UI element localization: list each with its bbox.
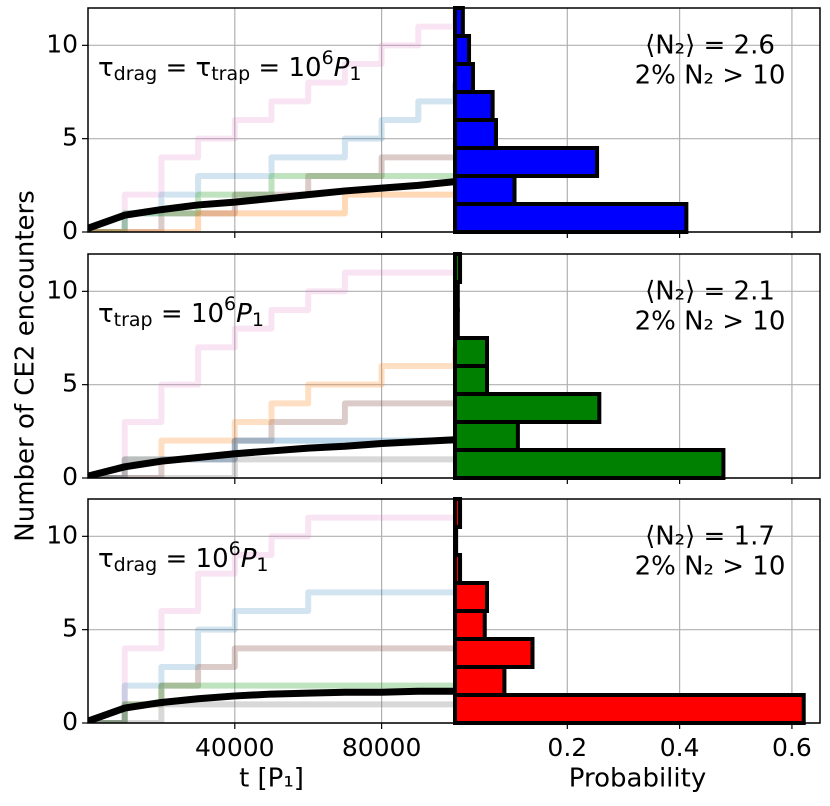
x-tick-label: 80000 xyxy=(342,733,422,762)
y-axis-label: Number of CE2 encounters xyxy=(11,190,41,541)
panel: ⟨N₂⟩ = 2.62% N₂ > 10 xyxy=(453,6,821,238)
annotation-part: 6 xyxy=(229,538,241,560)
x-tick-label: 40000 xyxy=(195,733,275,762)
bar xyxy=(453,497,463,529)
annotation: τdrag = 106P1 xyxy=(98,538,269,576)
annotation-part: drag xyxy=(114,554,158,576)
bar xyxy=(453,146,600,178)
mean-line xyxy=(88,178,455,232)
bar xyxy=(453,392,602,424)
bar xyxy=(453,581,490,613)
bar xyxy=(453,420,520,452)
bar xyxy=(453,364,490,396)
annotation-part: 1 xyxy=(252,309,264,331)
annotation-part: P xyxy=(334,53,350,83)
annotation-part: trap xyxy=(211,63,250,85)
annotation-part: P xyxy=(236,299,252,329)
trajectory xyxy=(88,400,455,478)
y-tick-label: 10 xyxy=(46,29,78,58)
bar xyxy=(453,174,517,206)
bar xyxy=(453,693,806,725)
trajectory xyxy=(88,82,455,232)
annotation-part: drag xyxy=(114,63,158,85)
bar xyxy=(453,609,487,641)
annotation-part: = τ xyxy=(157,53,211,83)
bar xyxy=(453,448,726,480)
x-tick-label: 0.2 xyxy=(547,733,587,762)
annotation: ⟨N₂⟩ = 1.7 xyxy=(645,522,775,552)
bar xyxy=(453,336,490,368)
trajectory xyxy=(88,154,455,232)
annotation: 2% N₂ > 10 xyxy=(635,552,786,582)
panel: ⟨N₂⟩ = 2.12% N₂ > 10 xyxy=(453,252,821,484)
annotation-part: 1 xyxy=(349,63,361,85)
annotation-part: = 10 xyxy=(157,544,228,574)
trajectory xyxy=(88,514,455,723)
y-tick-label: 5 xyxy=(62,369,78,398)
annotation: τtrap = 106P1 xyxy=(98,293,264,331)
annotation-part: = 10 xyxy=(153,299,224,329)
y-tick-label: 10 xyxy=(46,275,78,304)
annotation: τdrag = τtrap = 106P1 xyxy=(98,47,361,85)
bar xyxy=(453,6,465,38)
annotation-part: 6 xyxy=(322,47,334,69)
annotation: 2% N₂ > 10 xyxy=(635,61,786,91)
x-tick-label: 0.4 xyxy=(660,733,700,762)
annotation-part: τ xyxy=(98,299,114,329)
panel: 0.2 0.4 0.6 ⟨N₂⟩ = 1.72% N₂ > 10 Probability xyxy=(453,497,821,794)
bar xyxy=(453,637,535,669)
annotation-part: τ xyxy=(98,53,114,83)
x-axis-label: t [P₁] xyxy=(239,764,304,794)
y-tick-label: 5 xyxy=(62,614,78,643)
mean-line xyxy=(88,687,455,723)
frame xyxy=(454,253,821,479)
trajectory xyxy=(88,701,455,723)
frame xyxy=(454,498,821,724)
annotation: ⟨N₂⟩ = 2.6 xyxy=(645,31,775,61)
frame xyxy=(454,7,821,233)
trajectory xyxy=(88,269,455,478)
x-tick-label: 0.6 xyxy=(772,733,812,762)
trajectory xyxy=(88,589,455,723)
y-tick-label: 5 xyxy=(62,123,78,152)
x-axis-label: Probability xyxy=(569,764,706,794)
panel: 40000 80000 0 5 10 τdrag = 106P1 t [P₁] xyxy=(46,498,456,794)
panel: 0 5 10 τdrag = τtrap = 106P1 xyxy=(46,7,456,245)
bar xyxy=(453,665,507,697)
annotation: 2% N₂ > 10 xyxy=(635,307,786,337)
annotation-part: 1 xyxy=(256,554,268,576)
bar xyxy=(453,553,463,585)
annotation-part: = 10 xyxy=(250,53,321,83)
annotation-part: P xyxy=(241,544,257,574)
y-tick-label: 0 xyxy=(62,707,78,736)
y-tick-label: 0 xyxy=(62,216,78,245)
trajectory xyxy=(88,8,455,232)
annotation-part: trap xyxy=(114,309,153,331)
annotation-part: τ xyxy=(98,544,114,574)
bar xyxy=(453,62,475,94)
bar xyxy=(453,90,495,122)
trajectory xyxy=(88,191,455,232)
trajectory xyxy=(88,682,455,723)
bar xyxy=(453,202,689,234)
trajectory xyxy=(88,456,455,478)
bar xyxy=(453,252,463,284)
bar xyxy=(453,34,472,66)
annotation: ⟨N₂⟩ = 2.1 xyxy=(645,277,775,307)
mean-line xyxy=(88,436,455,478)
annotation-part: 6 xyxy=(224,293,236,315)
y-tick-label: 10 xyxy=(46,520,78,549)
bar xyxy=(453,118,498,150)
y-tick-label: 0 xyxy=(62,462,78,491)
